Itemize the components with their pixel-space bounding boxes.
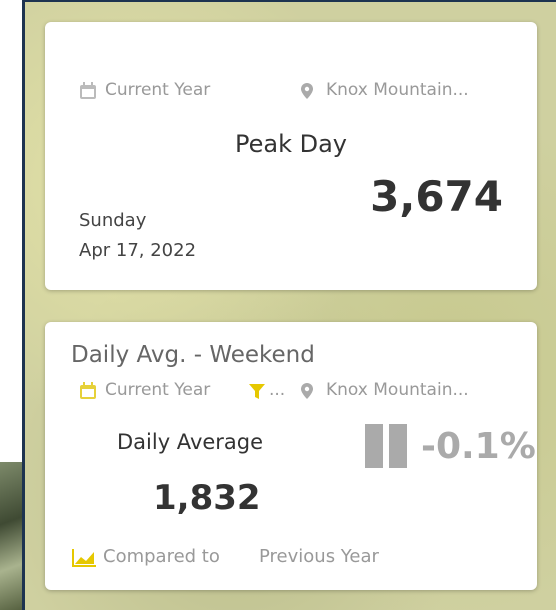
average-label: Daily Average	[117, 430, 263, 454]
background-photo	[0, 462, 24, 610]
more-filters[interactable]: ...	[269, 380, 285, 400]
period-filter[interactable]: Current Year	[105, 380, 210, 400]
dashboard-panel: Current Year Knox Mountain... Peak Day S…	[22, 0, 556, 610]
location-filter[interactable]: Knox Mountain...	[326, 380, 469, 400]
peak-day-card[interactable]: Current Year Knox Mountain... Peak Day S…	[45, 22, 537, 290]
calendar-icon	[79, 82, 97, 100]
card-title: Peak Day	[45, 130, 537, 158]
card-title: Daily Avg. - Weekend	[71, 342, 315, 368]
location-icon	[300, 82, 314, 100]
page: Current Year Knox Mountain... Peak Day S…	[0, 0, 556, 610]
average-value: 1,832	[153, 478, 261, 518]
peak-value: 3,674	[370, 172, 503, 221]
comparison-prefix: Compared to	[103, 546, 220, 567]
trend-icon	[363, 422, 411, 470]
date: Apr 17, 2022	[79, 240, 196, 261]
period-filter[interactable]: Current Year	[105, 80, 210, 100]
calendar-icon	[79, 382, 97, 400]
filter-icon	[249, 384, 265, 400]
chart-icon	[71, 548, 97, 568]
location-filter[interactable]: Knox Mountain...	[326, 80, 469, 100]
daily-average-card[interactable]: Daily Avg. - Weekend Current Year ... Kn…	[45, 322, 537, 590]
change-value: -0.1%	[421, 426, 536, 467]
weekday: Sunday	[79, 210, 146, 231]
location-icon	[300, 382, 314, 400]
comparison-period: Previous Year	[259, 546, 379, 567]
